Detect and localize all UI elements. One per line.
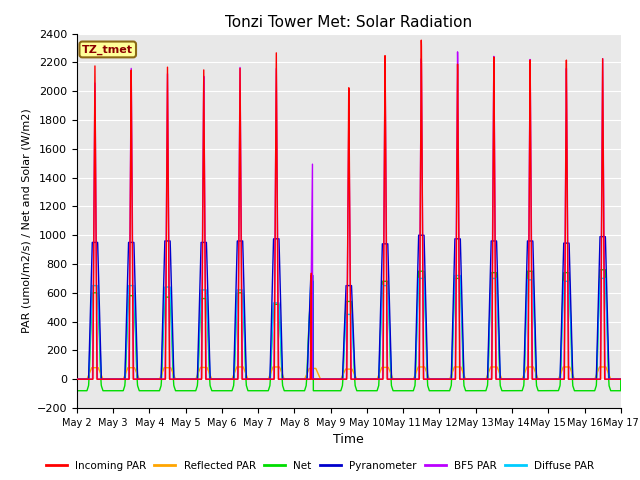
Legend: Incoming PAR, Reflected PAR, Net, Pyranometer, BF5 PAR, Diffuse PAR: Incoming PAR, Reflected PAR, Net, Pyrano… (42, 456, 598, 475)
Y-axis label: PAR (umol/m2/s) / Net and Solar (W/m2): PAR (umol/m2/s) / Net and Solar (W/m2) (21, 108, 31, 333)
Title: Tonzi Tower Met: Solar Radiation: Tonzi Tower Met: Solar Radiation (225, 15, 472, 30)
X-axis label: Time: Time (333, 433, 364, 446)
Text: TZ_tmet: TZ_tmet (82, 44, 133, 55)
